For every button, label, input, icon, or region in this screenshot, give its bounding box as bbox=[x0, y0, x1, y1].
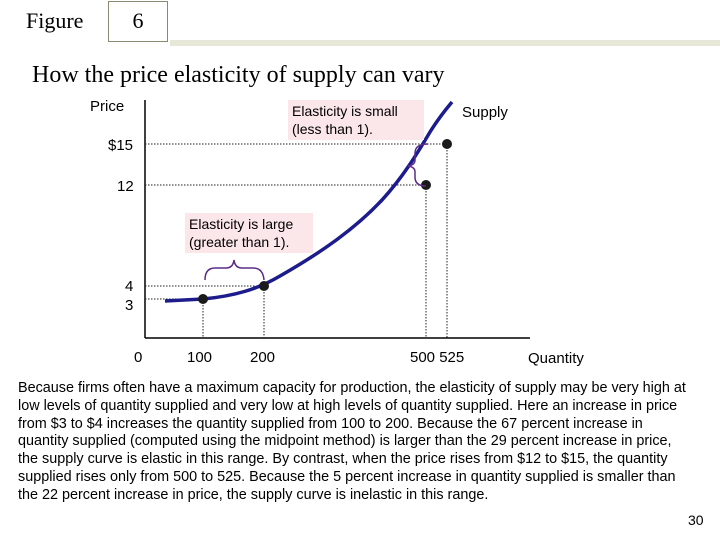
annotation-small-line2: (less than 1). bbox=[292, 121, 373, 137]
figure-number: 6 bbox=[132, 8, 144, 33]
curve-label: Supply bbox=[462, 104, 508, 121]
figure-number-box: 6 bbox=[108, 1, 168, 42]
y-tick-label: 12 bbox=[117, 178, 134, 195]
y-tick-label: 3 bbox=[125, 297, 133, 314]
header-rule bbox=[170, 40, 720, 46]
x-axis-title: Quantity bbox=[528, 350, 584, 367]
data-point bbox=[198, 294, 208, 304]
supply-curve bbox=[164, 100, 454, 303]
x-tick-label: 100 bbox=[187, 349, 212, 366]
slide-title: How the price elasticity of supply can v… bbox=[32, 62, 445, 88]
y-axis-title: Price bbox=[90, 98, 124, 115]
data-point bbox=[421, 180, 431, 190]
page-number: 30 bbox=[688, 512, 704, 528]
annotation-small-box bbox=[288, 100, 424, 140]
x-tick-label: 200 bbox=[250, 349, 275, 366]
annotation-large-line2: (greater than 1). bbox=[189, 234, 289, 250]
brace-small-icon bbox=[407, 143, 429, 187]
x-tick-label: 0 bbox=[134, 349, 142, 366]
annotation-small-line1: Elasticity is small bbox=[292, 103, 398, 119]
data-point bbox=[259, 281, 269, 291]
x-tick-label: 500 525 bbox=[410, 349, 464, 366]
annotation-large-line1: Elasticity is large bbox=[189, 216, 293, 232]
data-point bbox=[442, 139, 452, 149]
annotation-large-box bbox=[185, 213, 313, 253]
caption-text: Because firms often have a maximum capac… bbox=[18, 380, 686, 503]
brace-large-icon bbox=[204, 259, 265, 281]
y-tick-label: 4 bbox=[125, 278, 133, 295]
y-tick-label: $15 bbox=[108, 137, 133, 154]
figure-label: Figure bbox=[26, 8, 84, 33]
slide-header: Figure 6 bbox=[0, 0, 720, 46]
